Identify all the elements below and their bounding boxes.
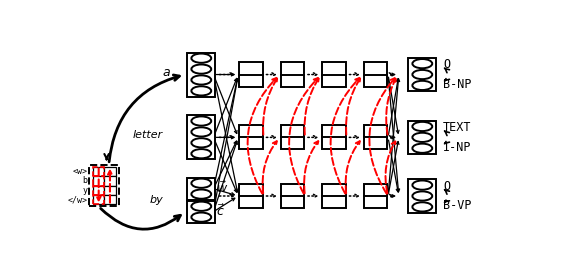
Bar [187, 115, 215, 159]
Text: letter: letter [133, 130, 163, 140]
Text: $\vec{c}$: $\vec{c}$ [216, 203, 225, 219]
Circle shape [413, 144, 432, 153]
Text: O: O [443, 58, 450, 71]
Text: B-NP: B-NP [443, 78, 471, 91]
Bar [281, 184, 304, 208]
Circle shape [413, 191, 432, 201]
Bar [322, 184, 346, 208]
Circle shape [413, 59, 432, 68]
Circle shape [413, 181, 432, 190]
Bar [239, 184, 262, 208]
Circle shape [191, 138, 211, 147]
Text: a: a [162, 66, 170, 79]
Bar [93, 195, 104, 204]
Text: </w>: </w> [68, 195, 88, 204]
Circle shape [191, 149, 211, 158]
Text: I-NP: I-NP [443, 141, 471, 154]
Text: by: by [149, 195, 163, 205]
Text: b: b [83, 176, 88, 185]
Circle shape [413, 70, 432, 79]
Text: B-VP: B-VP [443, 199, 471, 212]
Text: TEXT: TEXT [443, 121, 471, 134]
Text: y: y [83, 186, 88, 195]
Bar [409, 121, 436, 154]
Bar [409, 58, 436, 91]
Circle shape [191, 54, 211, 63]
Bar [93, 176, 104, 186]
Bar [281, 125, 304, 149]
Bar [322, 125, 346, 149]
Circle shape [191, 190, 211, 199]
Circle shape [191, 75, 211, 85]
Bar [93, 186, 104, 195]
Bar [281, 63, 304, 86]
Circle shape [191, 64, 211, 74]
Text: $\vec{w}$: $\vec{w}$ [216, 180, 228, 196]
Text: O: O [443, 180, 450, 193]
Circle shape [191, 179, 211, 188]
Bar [187, 201, 215, 223]
Bar [93, 186, 104, 195]
Text: <w>: <w> [73, 167, 88, 176]
Circle shape [413, 81, 432, 90]
Circle shape [191, 202, 211, 211]
Bar [322, 63, 346, 86]
Bar [187, 52, 215, 97]
Circle shape [413, 133, 432, 142]
Bar [104, 195, 116, 204]
Bar [93, 176, 104, 186]
Bar [364, 63, 387, 86]
Bar [364, 125, 387, 149]
Circle shape [191, 86, 211, 95]
Bar [104, 167, 116, 176]
Bar [409, 180, 436, 212]
Circle shape [413, 202, 432, 212]
Bar [104, 186, 116, 195]
Bar [104, 176, 116, 186]
Bar [239, 125, 262, 149]
Bar [364, 184, 387, 208]
Circle shape [191, 212, 211, 222]
Circle shape [191, 116, 211, 126]
Bar [93, 195, 104, 204]
Bar [90, 165, 119, 206]
Bar [93, 167, 104, 176]
Circle shape [191, 127, 211, 137]
Bar [187, 178, 215, 200]
Bar [93, 167, 104, 176]
Circle shape [413, 122, 432, 131]
Bar [239, 63, 262, 86]
